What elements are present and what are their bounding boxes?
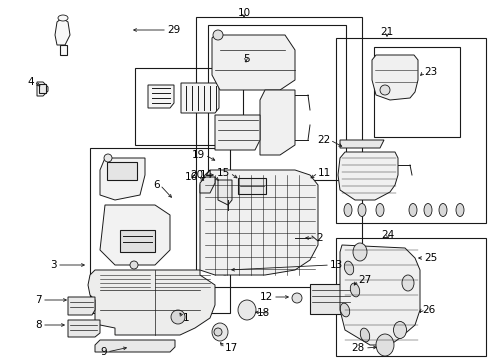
Text: 28: 28 (351, 343, 364, 353)
Text: 19: 19 (191, 150, 204, 160)
Text: 23: 23 (423, 67, 436, 77)
Text: 24: 24 (381, 230, 394, 240)
Ellipse shape (238, 300, 256, 320)
Bar (196, 17, 361, 287)
Polygon shape (200, 170, 317, 275)
Text: 12: 12 (259, 292, 272, 302)
Polygon shape (88, 270, 215, 335)
Ellipse shape (357, 203, 365, 216)
Text: 20: 20 (189, 170, 203, 180)
Ellipse shape (393, 321, 406, 338)
Circle shape (213, 30, 223, 40)
Ellipse shape (375, 203, 383, 216)
Bar (135, 68, 243, 145)
Text: 22: 22 (316, 135, 329, 145)
Bar (39, 84, 46, 93)
Polygon shape (339, 140, 383, 148)
Bar (309, 284, 351, 314)
Text: 29: 29 (167, 25, 180, 35)
Text: 9: 9 (100, 347, 107, 357)
Text: 1: 1 (183, 313, 189, 323)
Text: 18: 18 (256, 308, 269, 318)
Text: 6: 6 (153, 180, 160, 190)
Text: 7: 7 (35, 295, 42, 305)
Ellipse shape (375, 334, 393, 356)
Text: 4: 4 (27, 77, 34, 87)
Ellipse shape (423, 203, 431, 216)
Circle shape (291, 293, 302, 303)
Ellipse shape (408, 203, 416, 216)
Circle shape (214, 328, 222, 336)
Polygon shape (212, 35, 294, 90)
Polygon shape (95, 340, 175, 352)
Polygon shape (68, 297, 95, 315)
Text: 10: 10 (237, 8, 250, 18)
Polygon shape (37, 82, 48, 96)
Polygon shape (148, 85, 174, 108)
Polygon shape (55, 18, 70, 45)
Polygon shape (337, 152, 397, 200)
Bar (60, 45, 67, 55)
Bar (90, 148, 229, 313)
Bar (335, 238, 485, 356)
Polygon shape (339, 245, 419, 345)
Bar (238, 178, 265, 194)
Circle shape (220, 265, 229, 275)
Circle shape (171, 310, 184, 324)
Text: 14: 14 (199, 170, 213, 180)
Polygon shape (218, 180, 231, 205)
Ellipse shape (455, 203, 463, 216)
Polygon shape (100, 158, 145, 200)
Bar (335, 38, 485, 223)
Bar (120, 230, 155, 252)
Text: 15: 15 (216, 168, 229, 178)
Text: 13: 13 (329, 260, 343, 270)
Text: 16: 16 (184, 172, 198, 182)
Ellipse shape (401, 275, 413, 291)
Bar (207, 25, 346, 180)
Ellipse shape (344, 261, 353, 275)
Text: 2: 2 (315, 233, 322, 243)
Ellipse shape (58, 15, 68, 21)
Ellipse shape (352, 243, 366, 261)
Polygon shape (68, 320, 100, 337)
Bar (107, 162, 137, 180)
Text: 5: 5 (242, 54, 249, 64)
Polygon shape (371, 55, 417, 100)
Text: 3: 3 (50, 260, 57, 270)
Circle shape (130, 261, 138, 269)
Text: 25: 25 (423, 253, 436, 263)
Text: 27: 27 (357, 275, 370, 285)
Ellipse shape (146, 287, 159, 303)
Text: 21: 21 (380, 27, 393, 37)
Text: 17: 17 (224, 343, 238, 353)
Ellipse shape (438, 203, 446, 216)
Bar (373, 47, 459, 137)
Circle shape (104, 154, 112, 162)
Polygon shape (200, 177, 215, 193)
Text: 8: 8 (35, 320, 42, 330)
Circle shape (285, 233, 294, 243)
Ellipse shape (349, 283, 359, 297)
Ellipse shape (360, 328, 369, 342)
Circle shape (379, 85, 389, 95)
Ellipse shape (212, 323, 227, 341)
Ellipse shape (343, 203, 351, 216)
Polygon shape (215, 115, 260, 150)
Polygon shape (260, 90, 294, 155)
Polygon shape (181, 83, 219, 113)
Text: 26: 26 (421, 305, 434, 315)
Polygon shape (100, 205, 170, 265)
Ellipse shape (340, 303, 349, 317)
Text: 11: 11 (317, 168, 330, 178)
